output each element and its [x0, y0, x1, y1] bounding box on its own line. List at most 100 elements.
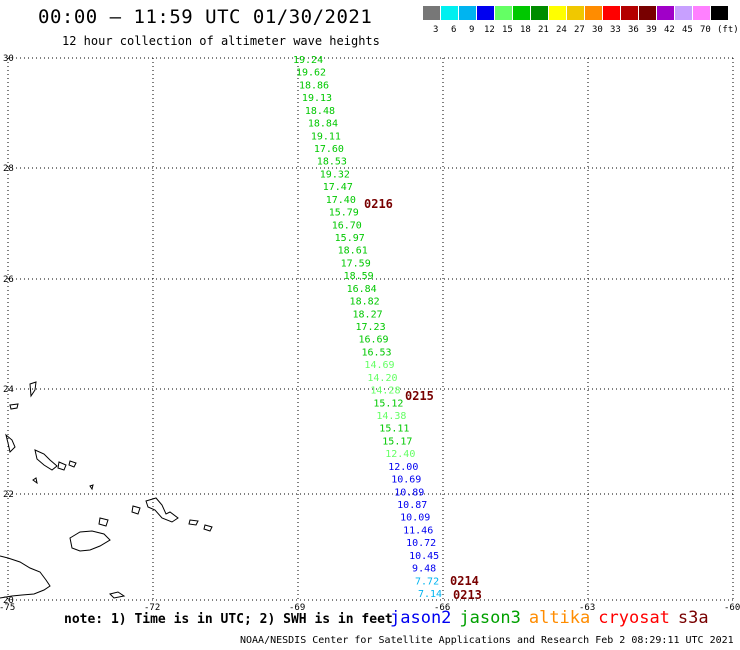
- lat-label: 30: [3, 54, 14, 64]
- wave-height-reading: 14.69: [364, 360, 394, 371]
- wave-height-reading: 12.00: [388, 462, 418, 473]
- scale-label: 9: [469, 25, 475, 35]
- island-outline: [145, 497, 179, 523]
- credit-line: NOAA/NESDIS Center for Satellite Applica…: [240, 635, 734, 646]
- wave-height-reading: 10.89: [394, 487, 424, 498]
- wave-height-reading: 14.28: [370, 386, 400, 397]
- island-outline: [188, 519, 199, 526]
- pass-time-mark: 0214: [450, 574, 479, 588]
- scale-label: 39: [646, 25, 657, 35]
- scale-label: 70: [700, 25, 711, 35]
- axis-labels: 30 28 26 24 22 20-75 -72 -69 -66 -63 -60: [0, 54, 740, 613]
- scale-label: 36: [628, 25, 639, 35]
- wave-height-reading: 15.97: [335, 233, 365, 244]
- wave-height-reading: 10.72: [406, 538, 436, 549]
- scale-label: 33: [610, 25, 621, 35]
- scale-swatch: [639, 6, 656, 20]
- scale-label: 27: [574, 25, 585, 35]
- wave-height-reading: 15.11: [379, 424, 409, 435]
- scale-label: 21: [538, 25, 549, 35]
- wave-height-reading: 9.48: [412, 564, 436, 575]
- wave-height-reading: 7.72: [415, 576, 439, 587]
- scale-swatch: [567, 6, 584, 20]
- wave-height-reading: 19.32: [320, 169, 350, 180]
- lon-label: -75: [0, 603, 15, 613]
- wave-height-reading: 17.59: [341, 258, 371, 269]
- wave-height-reading: 16.70: [332, 220, 362, 231]
- lat-lon-grid: [7, 57, 734, 601]
- island-outline: [34, 449, 58, 471]
- island-outline: [98, 517, 109, 527]
- scale-swatch: [441, 6, 458, 20]
- wave-height-reading: 16.69: [358, 335, 388, 346]
- lon-label: -60: [724, 603, 740, 613]
- lat-label: 28: [3, 164, 14, 174]
- scale-swatch: [513, 6, 530, 20]
- wave-height-reading: 18.82: [350, 297, 380, 308]
- lat-label: 24: [3, 385, 14, 395]
- wave-height-reading: 11.46: [403, 525, 433, 536]
- wave-height-reading: 19.11: [311, 131, 341, 142]
- scale-swatch: [675, 6, 692, 20]
- scale-label: 18: [520, 25, 531, 35]
- wave-height-reading: 18.53: [317, 157, 347, 168]
- lon-label: -69: [289, 603, 305, 613]
- island-outline: [131, 505, 141, 515]
- scale-label: 30: [592, 25, 603, 35]
- satellite-label-s3a: s3a: [677, 608, 709, 628]
- lat-label: 22: [3, 490, 14, 500]
- wave-height-reading: 19.13: [302, 93, 332, 104]
- wave-height-reading: 18.27: [353, 309, 383, 320]
- wave-height-reading: 17.60: [314, 144, 344, 155]
- wave-height-reading: 14.38: [376, 411, 406, 422]
- island-outline: [89, 484, 94, 491]
- scale-swatch: [657, 6, 674, 20]
- wave-height-reading: 19.24: [293, 55, 323, 66]
- satellite-label-cryosat: cryosat: [598, 608, 670, 628]
- wave-height-reading: 15.79: [329, 208, 359, 219]
- wave-height-reading: 17.23: [356, 322, 386, 333]
- island-outline: [203, 524, 213, 532]
- island-outline: [5, 433, 16, 453]
- scale-swatch: [495, 6, 512, 20]
- wave-height-reading: 7.14: [418, 589, 442, 600]
- units-note: note: 1) Time is in UTC; 2) SWH is in fe…: [64, 612, 393, 627]
- scale-label: 42: [664, 25, 675, 35]
- landmass-outlines: [0, 381, 213, 599]
- map-title: 00:00 – 11:59 UTC 01/30/2021: [38, 6, 373, 28]
- wave-height-reading: 17.47: [323, 182, 353, 193]
- wave-height-reading: 15.12: [373, 398, 403, 409]
- scale-swatch: [621, 6, 638, 20]
- scale-swatch: [423, 6, 440, 20]
- pass-time-mark: 0215: [405, 389, 434, 403]
- scale-unit: (ft): [717, 25, 739, 35]
- scale-swatch: [531, 6, 548, 20]
- scale-label: 3: [433, 25, 439, 35]
- wave-height-reading: 10.69: [391, 475, 421, 486]
- wave-height-reading: 12.40: [385, 449, 415, 460]
- wave-height-reading: 14.20: [367, 373, 397, 384]
- lon-label: -63: [579, 603, 595, 613]
- lat-label: 26: [3, 275, 14, 285]
- wave-height-reading: 18.86: [299, 80, 329, 91]
- scale-swatch: [603, 6, 620, 20]
- scale-label: 45: [682, 25, 693, 35]
- wave-height-reading: 16.84: [347, 284, 377, 295]
- island-outline: [109, 591, 126, 599]
- wave-height-reading: 19.62: [296, 68, 326, 79]
- scale-swatch: [693, 6, 710, 20]
- lon-label: -72: [144, 603, 160, 613]
- scale-swatch: [711, 6, 728, 20]
- island-outline: [32, 477, 38, 485]
- scale-label: 12: [484, 25, 495, 35]
- satellite-label-jason3: jason3: [459, 608, 521, 628]
- lon-label: -66: [434, 603, 450, 613]
- satellite-label-jason2: jason2: [390, 608, 452, 628]
- satellite-legend: jason2 jason3 altika cryosat s3a: [390, 608, 717, 628]
- wave-height-reading: 16.53: [361, 347, 391, 358]
- island-outline: [68, 460, 77, 468]
- wave-height-reading: 18.84: [308, 119, 338, 130]
